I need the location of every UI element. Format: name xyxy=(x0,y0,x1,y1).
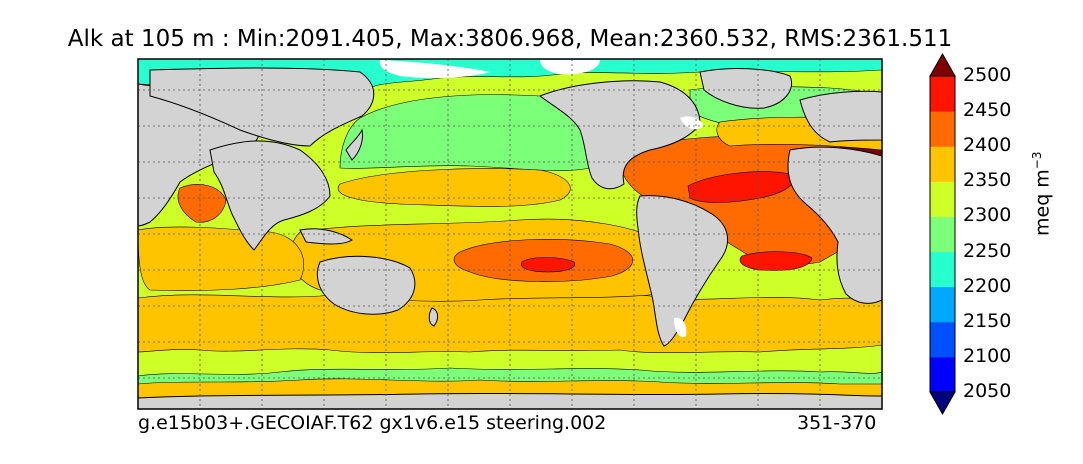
land-africa-east xyxy=(787,146,882,304)
run-name-label: g.e15b03+.GECOIAF.T62 gx1v6.e15 steering… xyxy=(138,412,607,434)
colorbar-segment xyxy=(930,146,955,182)
southern-chile-no-data xyxy=(674,317,687,338)
colorbar-segment xyxy=(930,111,955,147)
colorbar-tick-label: 2300 xyxy=(963,204,1012,227)
colorbar-tick-label: 2500 xyxy=(963,64,1012,86)
north-pacific-2250-2300 xyxy=(339,94,593,171)
colorbar-segment xyxy=(930,216,955,253)
land-indonesia xyxy=(299,228,353,245)
units-exponent: −3 xyxy=(1030,151,1044,170)
arctic-no-data-1 xyxy=(379,60,490,79)
arctic-no-data-2 xyxy=(540,60,600,75)
units-text: meq m xyxy=(1031,169,1054,236)
colorbar-tick-label: 2200 xyxy=(963,274,1012,297)
colorbar-tick-label: 2150 xyxy=(963,309,1012,332)
land-greenland xyxy=(699,68,792,109)
colorbar-tick-label: 2050 xyxy=(963,380,1012,402)
land-north-america xyxy=(538,80,701,190)
colorbar-segment xyxy=(930,251,955,288)
north-pacific-2350-2400 xyxy=(337,168,571,207)
plot-title: Alk at 105 m : Min:2091.405, Max:3806.96… xyxy=(67,26,953,52)
land-europe xyxy=(799,90,882,143)
land-asia-north xyxy=(149,67,375,147)
colorbar-units-label: meq m−3 xyxy=(1030,151,1053,236)
colorbar-segment xyxy=(930,356,955,393)
years-label: 351-370 xyxy=(797,412,877,434)
land-australia xyxy=(316,255,416,315)
land-new-zealand xyxy=(428,307,439,327)
colorbar-frame xyxy=(929,75,956,393)
colorbar-tick-label: 2400 xyxy=(963,134,1012,157)
colorbar-segment xyxy=(930,76,955,112)
arabian-sea-2400-2450 xyxy=(177,184,227,223)
land-india-asia xyxy=(209,140,331,251)
colorbar-extend-low xyxy=(929,391,956,416)
colorbar-tick-label: 2350 xyxy=(963,169,1012,192)
colorbar-segment xyxy=(930,286,955,323)
colorbar-extend-high xyxy=(929,52,956,77)
colorbar-tick-label: 2100 xyxy=(963,344,1012,367)
colorbar-tick-label: 2250 xyxy=(963,239,1012,262)
land-south-america xyxy=(636,195,728,347)
colorbar-tick-label: 2450 xyxy=(963,99,1012,122)
colorbar-segment xyxy=(930,321,955,358)
map-frame xyxy=(137,58,883,410)
land-japan xyxy=(345,128,363,161)
south-pacific-2450-2500 xyxy=(520,257,576,273)
colorbar-segment xyxy=(930,181,955,217)
